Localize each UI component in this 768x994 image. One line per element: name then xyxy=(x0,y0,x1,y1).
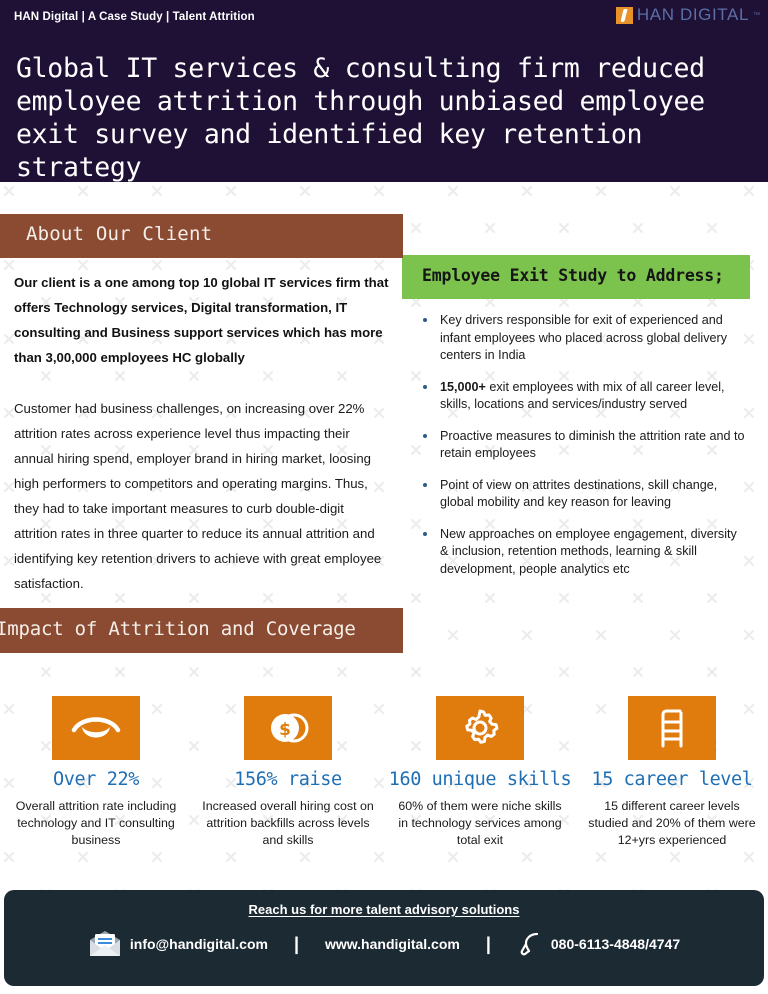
footer-separator: | xyxy=(485,933,491,954)
list-item-text: New approaches on employee engagement, d… xyxy=(440,526,737,576)
list-item: Key drivers responsible for exit of expe… xyxy=(418,312,748,365)
stat-icon-tile xyxy=(52,696,140,760)
trademark-symbol: ™ xyxy=(753,11,760,19)
about-paragraph-body: Customer had business challenges, on inc… xyxy=(14,401,382,591)
list-item: Point of view on attrites destinations, … xyxy=(418,477,748,512)
footer-headline: Reach us for more talent advisory soluti… xyxy=(248,902,520,917)
footer-website-item[interactable]: www.handigital.com xyxy=(325,936,460,952)
envelope-icon xyxy=(89,931,120,956)
about-our-client-banner: About Our Client xyxy=(0,214,403,258)
stat-description: 60% of them were niche skills in technol… xyxy=(398,799,562,847)
footer-phone-item[interactable]: 080-6113-4848/4747 xyxy=(517,931,680,957)
stat-description: Overall attrition rate including technol… xyxy=(15,799,177,847)
list-item-lead: 15,000+ xyxy=(440,379,486,394)
stat-description: Increased overall hiring cost on attriti… xyxy=(202,799,374,847)
dollar-coin-icon: $ xyxy=(271,713,309,743)
employee-exit-study-banner: Employee Exit Study to Address; xyxy=(402,255,750,299)
impact-banner: Impact of Attrition and Coverage xyxy=(0,608,403,653)
list-item: 15,000+ exit employees with mix of all c… xyxy=(418,379,748,414)
contact-footer: Reach us for more talent advisory soluti… xyxy=(4,890,764,986)
footer-phone-text: 080-6113-4848/4747 xyxy=(550,936,681,952)
about-our-client-label: About Our Client xyxy=(26,223,213,245)
stat-icon-tile: $ xyxy=(244,696,332,760)
list-item: Proactive measures to diminish the attri… xyxy=(418,428,748,463)
footer-email-text: info@handigital.com xyxy=(129,936,268,952)
stat-value: Over 22% xyxy=(53,769,139,790)
impact-banner-label: Impact of Attrition and Coverage xyxy=(0,618,356,640)
ladder-icon xyxy=(661,709,683,748)
page-title: Global IT services & consulting firm red… xyxy=(16,53,705,183)
eye-icon xyxy=(71,717,121,738)
stat-card-attrition-rate: Over 22% Overall attrition rate includin… xyxy=(0,696,192,849)
brand-logo-text: HAN DIGITAL xyxy=(636,5,749,24)
stat-icon-tile xyxy=(628,696,716,760)
stat-card-hiring-cost: $ 156% raise Increased overall hiring co… xyxy=(192,696,384,849)
stat-card-unique-skills: 160 unique skills 60% of them were niche… xyxy=(384,696,576,849)
page-header: HAN Digital | A Case Study | Talent Attr… xyxy=(0,0,768,183)
about-our-client-content: Our client is a one among top 10 global … xyxy=(14,270,390,596)
breadcrumb: HAN Digital | A Case Study | Talent Attr… xyxy=(14,11,255,23)
svg-text:$: $ xyxy=(279,720,291,740)
list-item: New approaches on employee engagement, d… xyxy=(418,526,748,579)
footer-separator: | xyxy=(293,933,300,954)
brand-logo: HAN DIGITAL ™ xyxy=(615,5,760,25)
phone-handset-icon xyxy=(520,932,538,956)
stat-description: 15 different career levels studied and 2… xyxy=(588,799,756,847)
about-paragraph-bold: Our client is a one among top 10 global … xyxy=(14,275,389,365)
list-item-text: Point of view on attrites destinations, … xyxy=(440,477,718,510)
list-item-text: Key drivers responsible for exit of expe… xyxy=(440,313,728,362)
employee-exit-study-label: Employee Exit Study to Address; xyxy=(422,266,724,285)
footer-email-item[interactable]: info@handigital.com xyxy=(88,930,268,958)
stat-card-career-levels: 15 career level 15 different career leve… xyxy=(576,696,768,849)
stat-value: 156% raise xyxy=(234,769,342,790)
stat-value: 15 career level xyxy=(591,769,753,790)
stat-icon-tile xyxy=(436,696,524,760)
stat-value: 160 unique skills xyxy=(388,769,572,790)
impact-stats-row: Over 22% Overall attrition rate includin… xyxy=(0,696,768,849)
gear-icon xyxy=(465,709,499,744)
footer-website-text: www.handigital.com xyxy=(325,936,460,952)
employee-exit-study-list: Key drivers responsible for exit of expe… xyxy=(418,312,748,592)
han-digital-flame-icon xyxy=(615,6,633,24)
list-item-text: Proactive measures to diminish the attri… xyxy=(440,428,745,461)
footer-contact-row: info@handigital.com | www.handigital.com… xyxy=(4,930,764,958)
